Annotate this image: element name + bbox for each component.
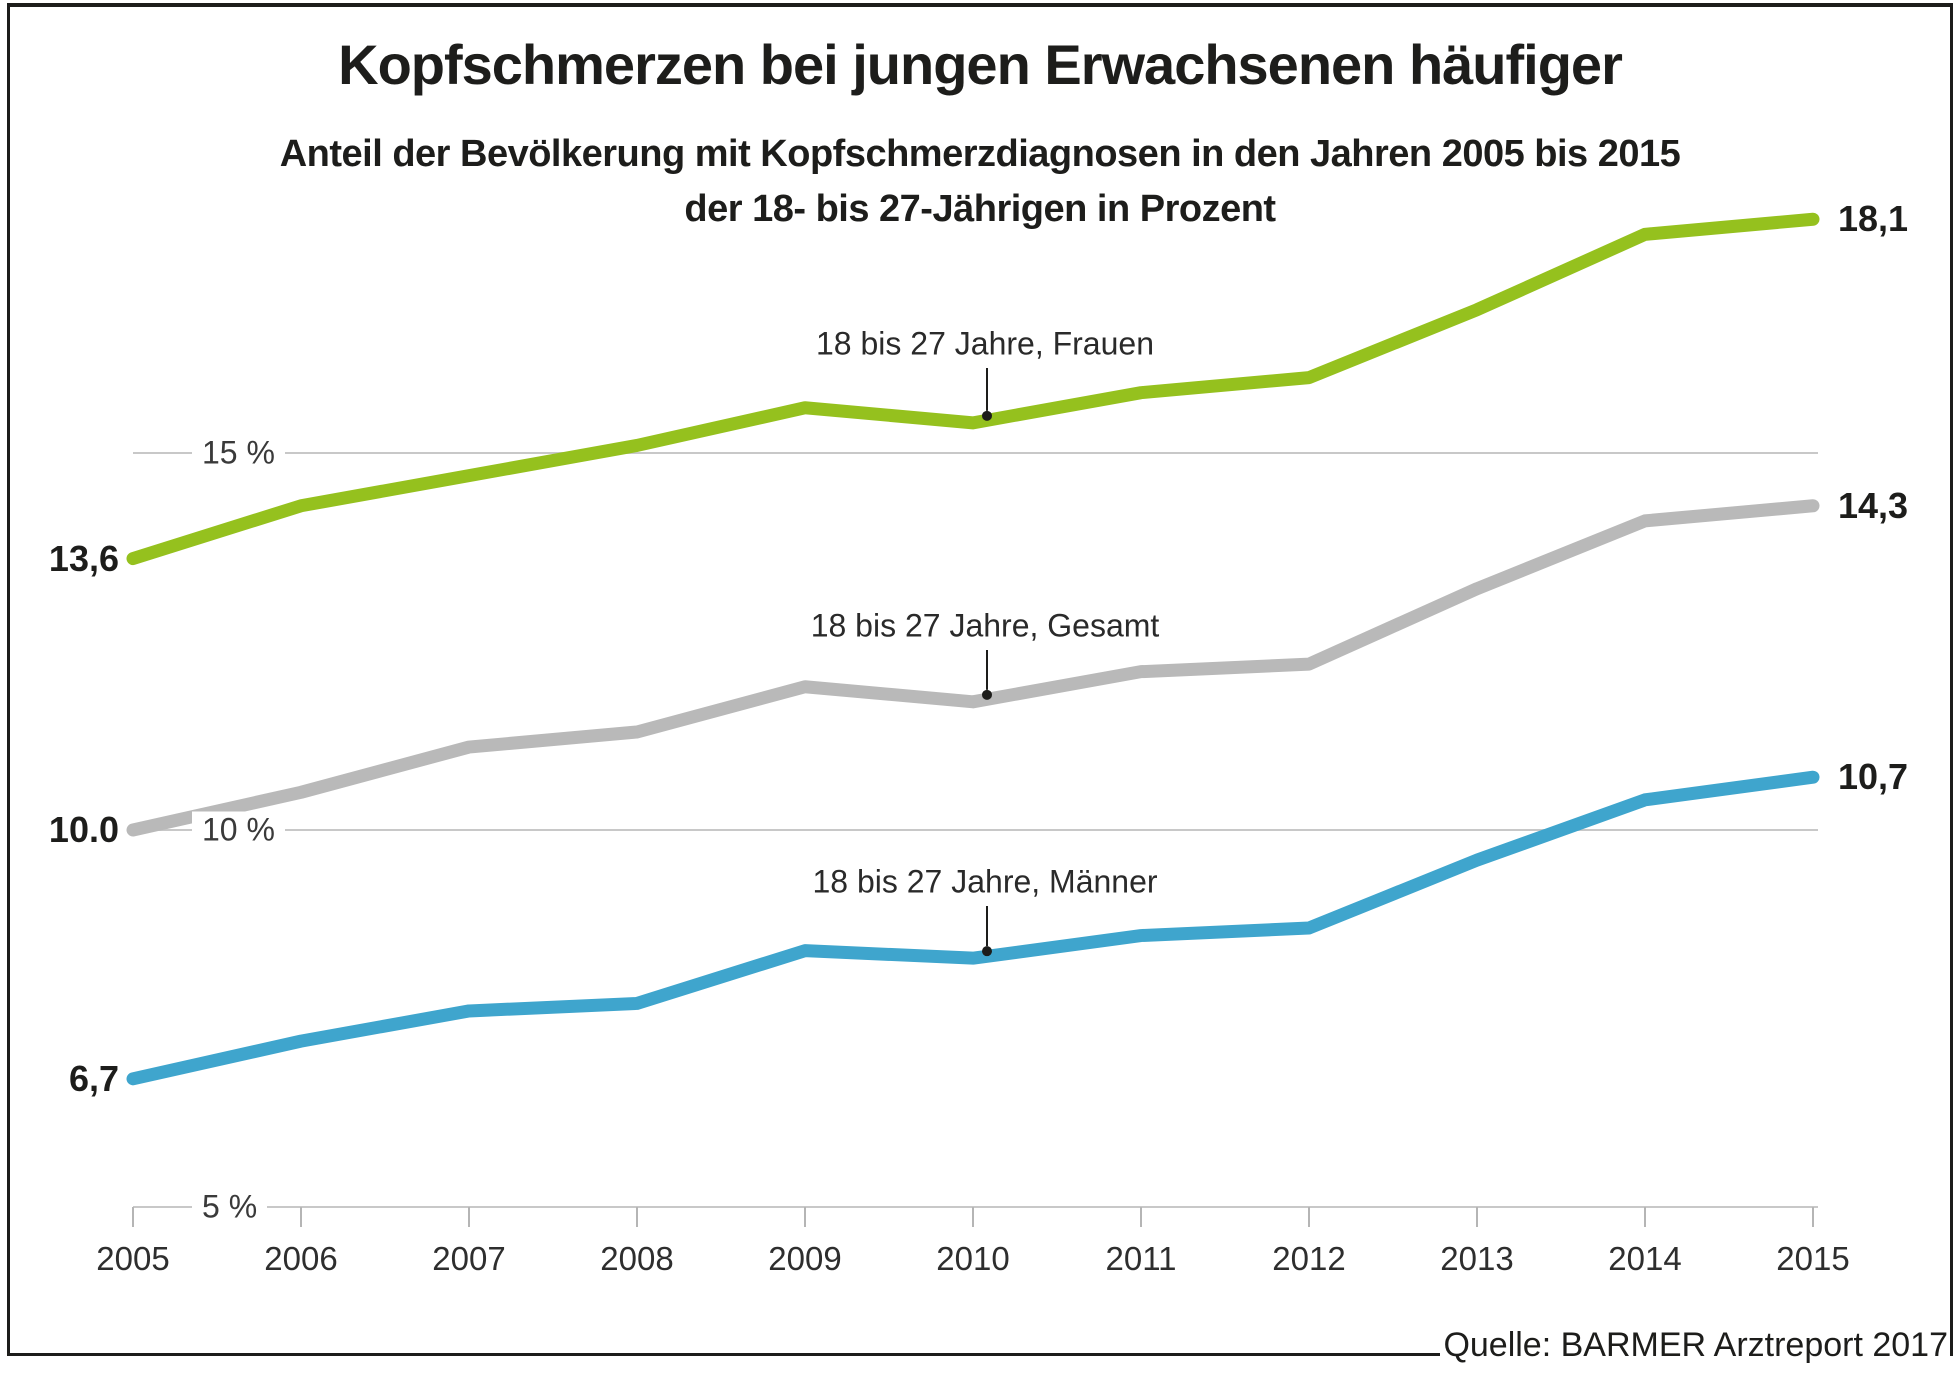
year-label-2007: 2007 <box>432 1240 506 1277</box>
year-label-2009: 2009 <box>768 1240 842 1277</box>
gridline-label-15: 15 % <box>192 434 285 472</box>
year-label-2006: 2006 <box>264 1240 338 1277</box>
maenner-line <box>126 770 1820 1086</box>
year-label-2010: 2010 <box>936 1240 1010 1277</box>
gesamt-start-value: 10.0 <box>48 809 119 850</box>
frauen-pointer-dot <box>982 410 992 421</box>
frauen-start-value: 13,6 <box>48 537 119 579</box>
year-label-2011: 2011 <box>1105 1240 1177 1277</box>
year-label-2012: 2012 <box>1272 1240 1346 1277</box>
maenner-series-label: 18 bis 27 Jahre, Männer <box>812 863 1158 900</box>
chart-title: Kopfschmerzen bei jungen Erwachsenen häu… <box>338 33 1623 96</box>
gridline-label-10: 10 % <box>192 811 285 849</box>
gesamt-end-value: 14,3 <box>1838 484 1909 526</box>
frauen-series-label: 18 bis 27 Jahre, Frauen <box>816 325 1154 362</box>
year-label-2008: 2008 <box>600 1240 674 1277</box>
gesamt-series-label: 18 bis 27 Jahre, Gesamt <box>810 607 1160 644</box>
gridline-label-5: 5 % <box>192 1188 268 1226</box>
year-label-2015: 2015 <box>1776 1240 1850 1277</box>
gesamt-pointer-dot <box>982 689 992 700</box>
year-label-2014: 2014 <box>1608 1240 1682 1277</box>
maenner-pointer-dot <box>982 946 992 957</box>
frauen-line <box>126 212 1820 566</box>
year-label-2005: 2005 <box>96 1240 170 1277</box>
source-label: Quelle: BARMER Arztreport 2017 <box>1443 1326 1948 1364</box>
chart-subtitle-line1: Anteil der Bevölkerung mit Kopfschmerzdi… <box>279 133 1681 175</box>
chart-subtitle-line2: der 18- bis 27-Jährigen in Prozent <box>684 188 1276 230</box>
gesamt-line <box>126 499 1820 837</box>
frauen-end-value: 18,1 <box>1838 198 1909 240</box>
maenner-start-value: 6,7 <box>68 1057 119 1099</box>
year-label-2013: 2013 <box>1440 1240 1514 1277</box>
maenner-end-value: 10,7 <box>1838 756 1909 798</box>
